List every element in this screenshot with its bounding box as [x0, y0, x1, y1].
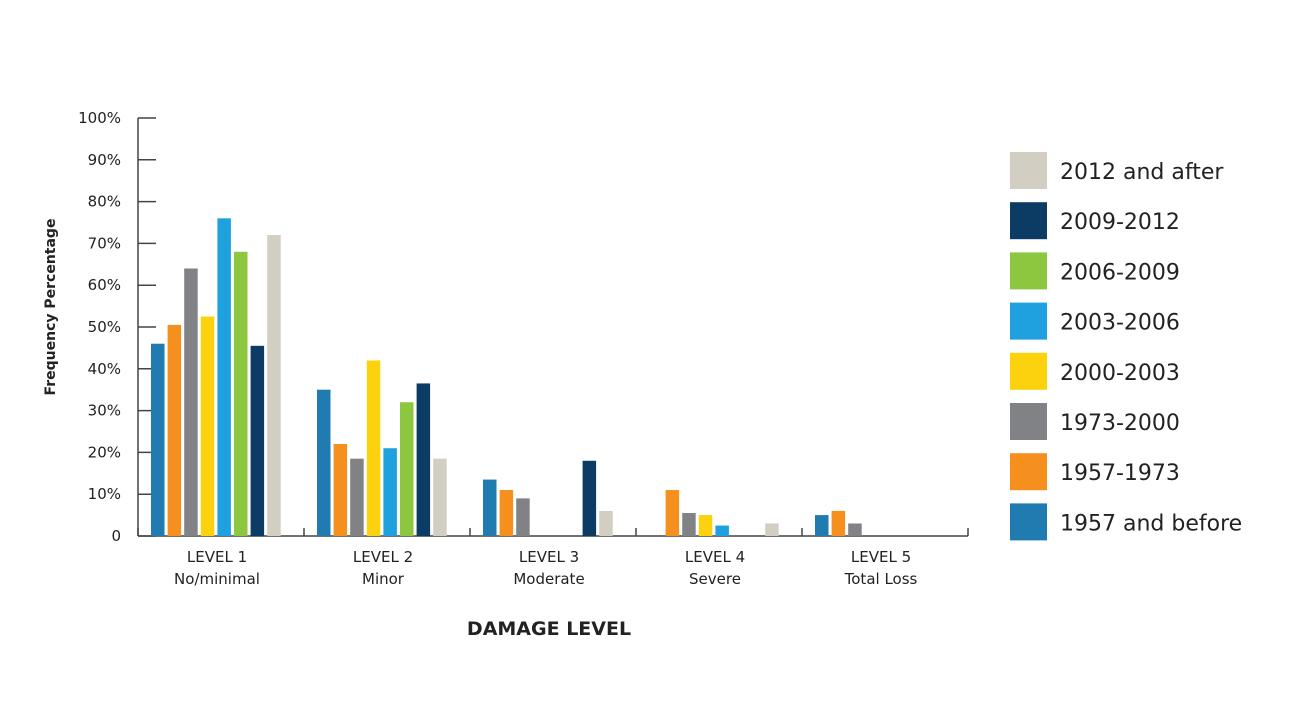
y-tick-label: 100% [78, 109, 121, 127]
category-sublabel: Severe [689, 570, 741, 588]
bar-1973-2000-level-1 [184, 268, 198, 536]
bar-2009-2012-level-1 [250, 345, 265, 536]
legend-label: 1957 and before [1060, 511, 1242, 536]
bar-2003-2006-level-1 [217, 218, 231, 536]
bar-1957-1973-level-4 [665, 490, 680, 536]
y-tick-label: 10% [88, 485, 121, 503]
bar-1957-and-before-level-3 [483, 479, 497, 536]
legend-label: 2006-2009 [1060, 260, 1180, 285]
y-axis: 0 10% 20% 30% 40% 50% 60% 70% 80% 90% 100% [78, 109, 156, 545]
y-tick-label: 40% [88, 360, 121, 378]
y-tick-label: 20% [88, 443, 121, 461]
bar-1957-and-before-level-5 [815, 515, 829, 536]
legend-label: 2003-2006 [1060, 311, 1180, 336]
y-tick-label: 80% [88, 193, 121, 211]
bar-1973-2000-level-2 [350, 458, 364, 536]
bar-2006-2009-level-2 [400, 402, 414, 536]
y-tick-label: 30% [88, 402, 121, 420]
legend-swatch [1010, 453, 1047, 491]
bar-2003-2006-level-4 [715, 525, 729, 536]
category-label: LEVEL 3 [519, 548, 579, 566]
y-tick-label: 60% [88, 276, 121, 294]
bar-2003-2006-level-2 [383, 448, 397, 536]
legend-swatch [1010, 252, 1047, 290]
category-sublabel: Total Loss [844, 570, 918, 588]
legend-label: 1973-2000 [1060, 411, 1180, 436]
y-axis-label: Frequency Percentage [43, 219, 59, 396]
bar-2009-2012-level-2 [416, 383, 431, 536]
y-tick-label: 70% [88, 234, 121, 252]
y-tick-label: 0 [111, 527, 121, 545]
bar-2000-2003-level-4 [698, 515, 713, 536]
bar-2012-and-after-level-1 [267, 235, 281, 537]
bar-1957-1973-level-2 [333, 444, 348, 536]
category-label: LEVEL 1 [187, 548, 247, 566]
y-tick-label: 50% [88, 318, 121, 336]
bar-1957-and-before-level-1 [151, 343, 165, 536]
legend-label: 2012 and after [1060, 160, 1224, 185]
category-label: LEVEL 2 [353, 548, 413, 566]
category-label: LEVEL 5 [851, 548, 911, 566]
legend-swatch [1010, 152, 1047, 189]
bar-2000-2003-level-2 [366, 360, 381, 536]
bar-1957-1973-level-3 [499, 490, 514, 536]
legend-swatch [1010, 202, 1047, 240]
bar-1957-1973-level-1 [167, 324, 182, 536]
category-labels: LEVEL 1 No/minimal LEVEL 2 Minor LEVEL 3 Mode… [174, 548, 917, 588]
legend: 2012 and after 2009-2012 2006-2009 2003-200… [1010, 152, 1242, 541]
bar-1973-2000-level-4 [682, 513, 696, 536]
bar-2000-2003-level-1 [200, 316, 215, 536]
legend-swatch [1010, 302, 1047, 340]
bar-1957-1973-level-5 [831, 510, 846, 536]
legend-swatch [1010, 403, 1047, 440]
legend-label: 2009-2012 [1060, 210, 1180, 235]
bar-1957-and-before-level-2 [317, 389, 331, 536]
bar-2012-and-after-level-3 [599, 510, 613, 536]
legend-label: 2000-2003 [1060, 361, 1180, 386]
bar-2012-and-after-level-4 [765, 523, 779, 536]
category-sublabel: No/minimal [174, 570, 260, 588]
y-tick-label: 90% [88, 151, 121, 169]
bars [151, 218, 862, 537]
category-label: LEVEL 4 [685, 548, 745, 566]
bar-2009-2012-level-3 [582, 460, 597, 536]
legend-label: 1957-1973 [1060, 461, 1180, 486]
category-sublabel: Minor [362, 570, 405, 588]
category-sublabel: Moderate [513, 570, 584, 588]
bar-1973-2000-level-3 [516, 498, 530, 536]
legend-swatch [1010, 503, 1047, 541]
x-axis-label: DAMAGE LEVEL [467, 618, 631, 640]
bar-2006-2009-level-1 [234, 251, 248, 536]
bar-2012-and-after-level-2 [433, 458, 447, 536]
legend-swatch [1010, 352, 1047, 390]
bar-1973-2000-level-5 [848, 523, 862, 536]
